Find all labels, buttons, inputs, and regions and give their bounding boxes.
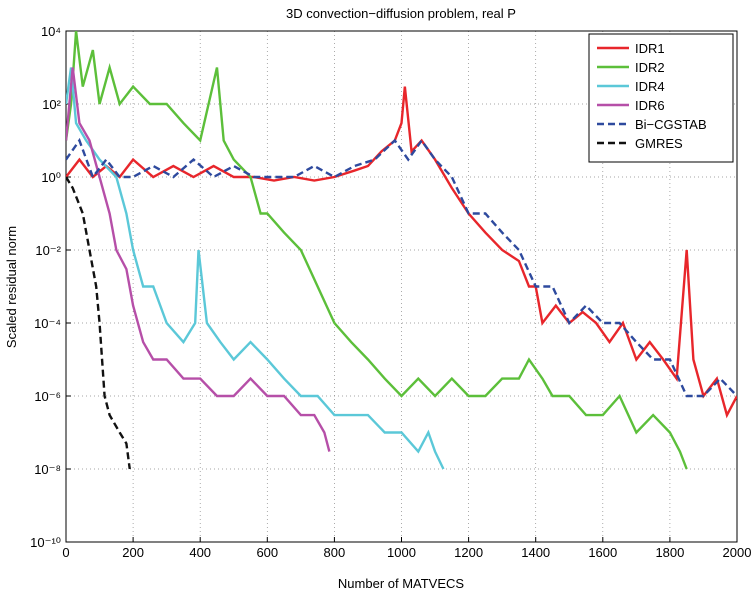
legend-label: IDR2 (635, 60, 665, 75)
legend-box (588, 33, 734, 163)
series-line (66, 31, 688, 470)
y-tick-label: 10⁰ (41, 170, 61, 185)
legend-label: IDR1 (635, 41, 665, 56)
y-tick-label: 10² (42, 97, 61, 112)
legend: IDR1 IDR2 IDR4 IDR6 Bi−CGSTAB GMRES (588, 33, 734, 163)
x-tick-label: 400 (189, 545, 211, 560)
series-line (66, 67, 331, 452)
x-tick-label: 0 (62, 545, 69, 560)
x-tick-label: 1200 (454, 545, 483, 560)
y-axis-label: Scaled residual norm (4, 226, 19, 348)
legend-label: Bi−CGSTAB (635, 117, 707, 132)
series-line (66, 86, 737, 419)
x-tick-label: 200 (122, 545, 144, 560)
y-tick-label: 10⁻¹⁰ (30, 535, 61, 550)
x-tick-label: 1800 (655, 545, 684, 560)
x-tick-label: 800 (324, 545, 346, 560)
chart-title: 3D convection−diffusion problem, real P (286, 6, 516, 21)
x-tick-label: 600 (256, 545, 278, 560)
legend-label: IDR4 (635, 79, 665, 94)
x-tick-label: 2000 (723, 545, 752, 560)
y-tick-label: 10⁻⁸ (34, 462, 61, 477)
y-tick-label: 10⁻² (35, 243, 61, 258)
x-tick-label: 1600 (588, 545, 617, 560)
series-line (66, 67, 445, 470)
series-line (66, 137, 737, 398)
plot-frame (65, 30, 738, 543)
legend-label: GMRES (635, 136, 683, 151)
x-tick-label: 1000 (387, 545, 416, 560)
y-tick-label: 10⁻⁶ (34, 389, 61, 404)
x-tick-label: 1400 (521, 545, 550, 560)
y-tick-label: 10⁴ (41, 24, 61, 39)
x-axis-label: Number of MATVECS (338, 576, 465, 591)
legend-label: IDR6 (635, 98, 665, 113)
series-line (66, 176, 131, 470)
y-tick-label: 10⁻⁴ (34, 316, 61, 331)
